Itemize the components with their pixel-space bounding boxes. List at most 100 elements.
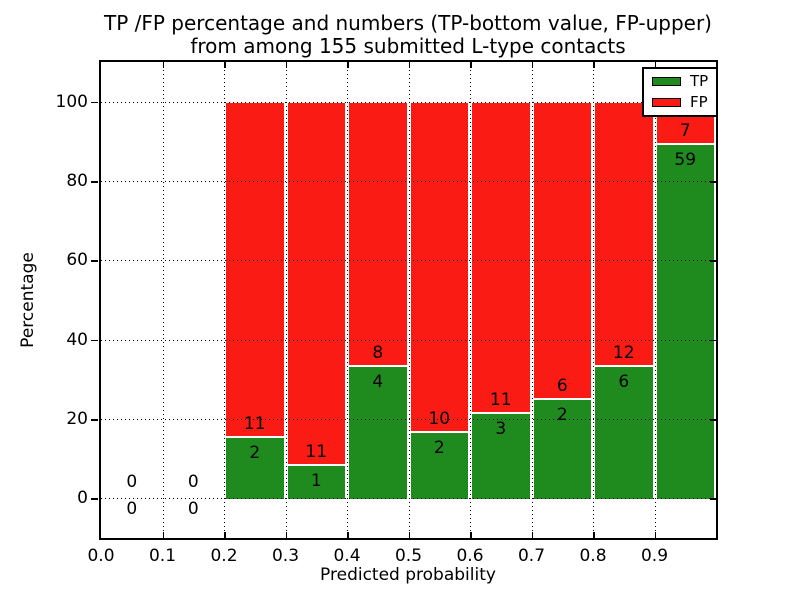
x-tick-label: 0.1 bbox=[148, 546, 177, 566]
bar-segment-fp bbox=[226, 101, 284, 437]
x-tick-bottom bbox=[531, 532, 533, 538]
bar-segment-fp bbox=[595, 101, 653, 366]
legend-item: FP bbox=[652, 95, 710, 110]
x-tick-top bbox=[347, 62, 349, 68]
tp-count-label: 3 bbox=[495, 419, 507, 440]
legend-item: TP bbox=[652, 74, 710, 89]
tp-count-label: 4 bbox=[372, 372, 384, 393]
tp-count-label: 0 bbox=[126, 499, 138, 520]
y-tick-left bbox=[91, 498, 98, 500]
vertical-gridline bbox=[470, 62, 471, 538]
vertical-gridline bbox=[408, 62, 410, 538]
tp-count-label: 59 bbox=[674, 149, 697, 170]
bar-segment-fp bbox=[349, 101, 407, 366]
bar-segment-tp bbox=[287, 465, 345, 500]
y-tick-label: 100 bbox=[55, 91, 88, 112]
x-tick-label: 0.3 bbox=[271, 546, 300, 566]
x-tick-label: 0.0 bbox=[87, 546, 115, 566]
bar-segment-tp bbox=[410, 432, 468, 500]
x-tick-bottom bbox=[162, 532, 164, 538]
y-tick-label: 60 bbox=[66, 250, 88, 271]
x-tick-top bbox=[285, 62, 287, 68]
x-tick-label: 0.5 bbox=[394, 546, 423, 566]
x-tick-bottom bbox=[347, 532, 349, 538]
x-tick-label: 0.4 bbox=[333, 546, 361, 566]
y-tick-right bbox=[710, 339, 716, 342]
x-tick-bottom bbox=[654, 532, 656, 538]
vertical-gridline bbox=[654, 62, 656, 538]
legend-label: FP bbox=[690, 93, 708, 111]
fp-count-label: 0 bbox=[126, 472, 138, 493]
y-tick-right bbox=[710, 419, 716, 421]
x-tick-label: 0.7 bbox=[517, 546, 546, 566]
bar-segment-tp bbox=[656, 143, 714, 500]
bar-segment-tp bbox=[595, 366, 653, 500]
x-tick-bottom bbox=[593, 532, 595, 538]
y-tick-label: 0 bbox=[77, 488, 88, 509]
fp-count-label: 0 bbox=[187, 472, 199, 493]
fp-count-label: 6 bbox=[556, 376, 568, 397]
x-tick-bottom bbox=[224, 532, 226, 538]
y-tick-label: 80 bbox=[66, 171, 88, 191]
bar-segment-fp bbox=[472, 101, 530, 413]
x-tick-top bbox=[224, 62, 226, 68]
chart-title-line2: from among 155 submitted L-type contacts bbox=[190, 34, 626, 58]
x-tick-top bbox=[593, 62, 595, 68]
x-tick-bottom bbox=[408, 532, 410, 538]
fp-count-label: 11 bbox=[489, 390, 512, 411]
bar-segment-fp bbox=[287, 101, 345, 465]
tp-count-label: 2 bbox=[556, 405, 568, 426]
x-tick-top bbox=[408, 62, 410, 68]
x-tick-label: 0.8 bbox=[579, 546, 607, 566]
bar-segment-tp bbox=[349, 366, 407, 500]
fp-count-label: 10 bbox=[428, 409, 451, 430]
y-tick-left bbox=[91, 101, 98, 104]
vertical-gridline bbox=[593, 62, 594, 538]
fp-swatch bbox=[652, 98, 681, 107]
x-tick-top bbox=[470, 62, 472, 68]
vertical-gridline bbox=[285, 62, 287, 538]
plot-area: 0 0 0 0 2 11 1 11 4 8 2 10 3 11 2 6 6 12 59 7 bbox=[99, 60, 718, 540]
y-tick-right bbox=[710, 181, 716, 183]
vertical-gridline bbox=[347, 62, 348, 538]
x-tick-label: 0.6 bbox=[456, 546, 484, 566]
tp-count-label: 6 bbox=[618, 372, 630, 393]
y-tick-left bbox=[91, 419, 98, 421]
bar-segment-tp bbox=[533, 399, 591, 500]
x-tick-top bbox=[531, 62, 533, 68]
y-tick-left bbox=[91, 260, 98, 262]
tp-swatch bbox=[652, 77, 681, 86]
x-tick-label: 0.9 bbox=[640, 546, 669, 566]
vertical-gridline bbox=[531, 62, 533, 538]
fp-count-label: 11 bbox=[305, 442, 328, 463]
bar-segment-fp bbox=[533, 101, 591, 399]
x-tick-top bbox=[654, 62, 656, 68]
x-axis-label: Predicted probability bbox=[320, 565, 496, 585]
tp-count-label: 0 bbox=[187, 499, 199, 520]
legend-label: TP bbox=[690, 72, 709, 90]
y-tick-label: 40 bbox=[66, 329, 88, 350]
x-tick-label: 0.2 bbox=[210, 546, 238, 566]
y-tick-right bbox=[710, 260, 716, 262]
vertical-gridline bbox=[162, 62, 164, 538]
bar-segment-tp bbox=[472, 413, 530, 500]
x-tick-bottom bbox=[285, 532, 287, 538]
legend: TP FP bbox=[642, 67, 718, 117]
bar-segment-fp bbox=[410, 101, 468, 432]
fp-count-label: 8 bbox=[372, 343, 384, 364]
x-tick-top bbox=[162, 62, 164, 68]
y-tick-label: 20 bbox=[66, 409, 88, 429]
y-tick-left bbox=[91, 339, 98, 342]
tp-count-label: 1 bbox=[310, 471, 322, 492]
fp-count-label: 12 bbox=[612, 343, 635, 364]
x-tick-bottom bbox=[470, 532, 472, 538]
tp-count-label: 2 bbox=[433, 438, 445, 459]
y-tick-left bbox=[91, 181, 98, 183]
y-tick-right bbox=[710, 498, 716, 500]
fp-count-label: 7 bbox=[679, 120, 691, 141]
fp-count-label: 11 bbox=[243, 414, 266, 435]
y-axis-label: Percentage bbox=[18, 252, 38, 348]
chart-title-line1: TP /FP percentage and numbers (TP-bottom… bbox=[104, 11, 712, 35]
tp-count-label: 2 bbox=[249, 443, 261, 464]
